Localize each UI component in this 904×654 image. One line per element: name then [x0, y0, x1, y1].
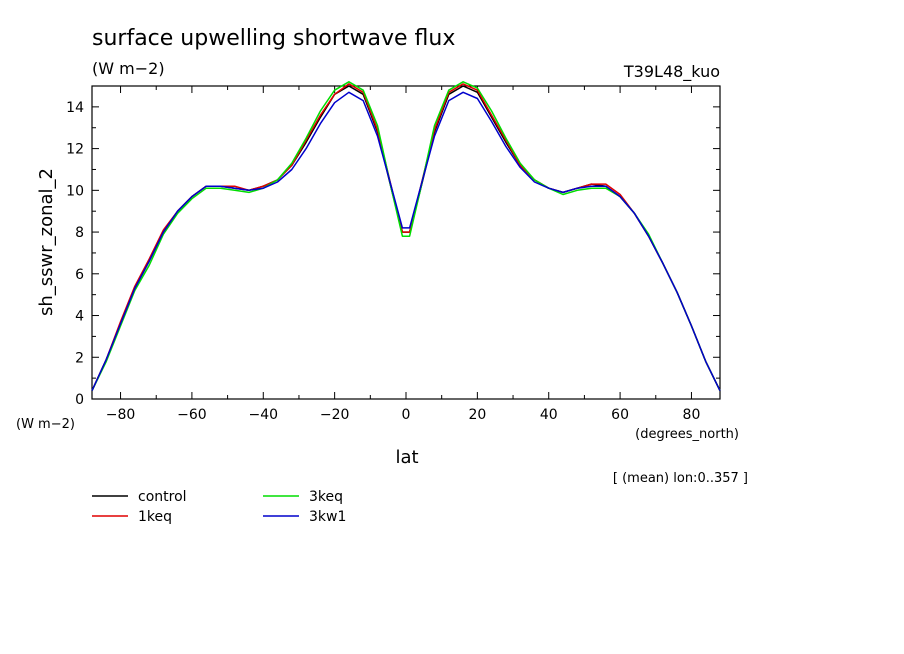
y-tick-label: 10	[66, 183, 84, 199]
legend-label-3keq: 3keq	[309, 489, 343, 505]
x-tick-label: −60	[177, 407, 207, 423]
axis-ticks	[92, 85, 720, 400]
legend: control 1keq 3keq 3kw1	[92, 489, 346, 525]
x-tick-label: 80	[683, 407, 701, 423]
series-line-1keq	[91, 83, 721, 392]
x-tick-label: 60	[611, 407, 629, 423]
series-line-3kw1	[91, 91, 721, 392]
y-axis-units: (W m−2)	[16, 417, 75, 432]
x-tick-label: −20	[320, 407, 350, 423]
legend-label-1keq: 1keq	[138, 509, 172, 525]
y-tick-label: 0	[75, 392, 84, 408]
y-tick-label: 12	[66, 142, 84, 158]
x-tick-label: −80	[106, 407, 136, 423]
run-label: T39L48_kuo	[623, 62, 720, 82]
legend-label-3kw1: 3kw1	[309, 509, 346, 525]
chart-units-label: (W m−2)	[92, 59, 165, 78]
y-tick-label: 8	[75, 225, 84, 241]
x-axis-units: (degrees_north)	[635, 427, 739, 442]
y-tick-label: 6	[75, 267, 84, 283]
x-axis-label: lat	[395, 447, 418, 468]
y-tick-label: 2	[75, 350, 84, 366]
plot-frame	[91, 85, 721, 400]
series-line-control	[91, 85, 721, 392]
y-tick-label: 14	[66, 100, 84, 116]
x-tick-label: 20	[468, 407, 486, 423]
series-line-3keq	[91, 81, 721, 392]
y-tick-label: 4	[75, 309, 84, 325]
x-tick-label: 40	[540, 407, 558, 423]
mean-annotation: [ (mean) lon:0..357 ]	[613, 471, 748, 486]
x-tick-label: −40	[248, 407, 278, 423]
x-tick-label: 0	[402, 407, 411, 423]
legend-label-control: control	[138, 489, 187, 505]
chart-title: surface upwelling shortwave flux	[92, 26, 455, 51]
series-group	[91, 81, 721, 392]
axis-tick-labels: −80 −60 −40 −20 0 20 40 60 80 0 2 4 6 8 10 12 14	[66, 100, 700, 423]
y-axis-label: sh_sswr_zonal_2	[36, 168, 57, 316]
